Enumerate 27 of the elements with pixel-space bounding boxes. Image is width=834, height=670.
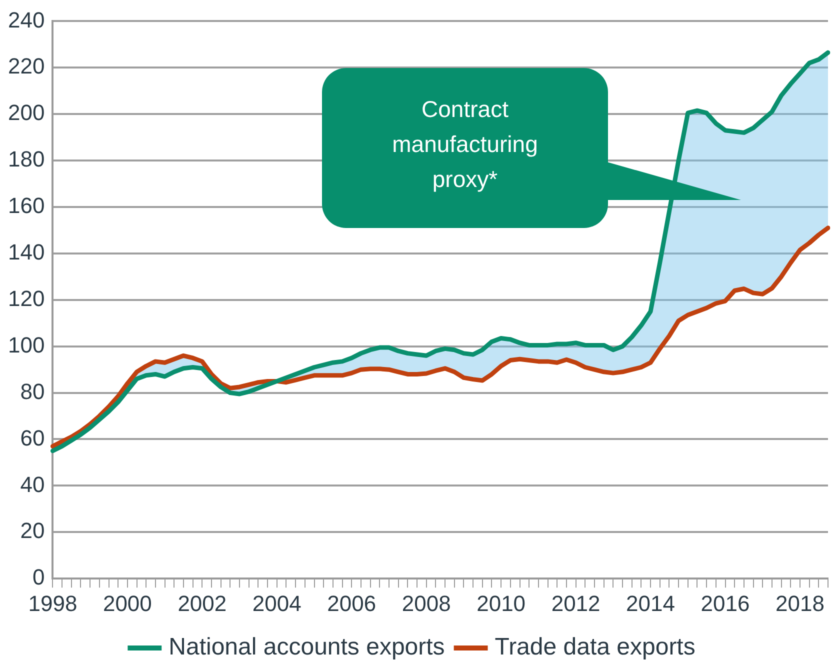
y-tick-label: 20: [20, 518, 45, 544]
x-tick-label: 2018: [776, 590, 824, 616]
x-tick-label: 2002: [178, 590, 227, 616]
y-tick-label: 160: [8, 193, 45, 218]
x-tick-label: 2012: [551, 590, 600, 616]
annotation: Contract manufacturing proxy*: [322, 68, 608, 228]
y-tick-label: 240: [8, 7, 45, 32]
y-tick-label: 220: [8, 54, 45, 79]
y-tick-label: 80: [20, 378, 45, 404]
x-tick-label: 2014: [626, 590, 675, 616]
x-tick-label: 2006: [327, 590, 376, 616]
x-tick-label: 2016: [700, 590, 750, 616]
y-tick-label: 0: [32, 564, 45, 590]
legend-label: National accounts exports: [168, 634, 445, 661]
y-tick-label: 100: [8, 332, 45, 358]
x-tick-label: 2008: [402, 590, 451, 616]
y-tick-label: 180: [8, 146, 45, 172]
x-tick-label: 1998: [28, 590, 78, 616]
x-tick-label: 2000: [102, 590, 152, 616]
y-tick-label: 60: [20, 425, 45, 450]
y-tick-label: 120: [8, 286, 45, 311]
legend-label: Trade data exports: [494, 634, 696, 661]
y-tick-label: 200: [8, 100, 45, 126]
y-tick-label: 140: [8, 240, 45, 265]
y-tick-label: 40: [20, 472, 45, 497]
x-tick-label: 2004: [252, 590, 302, 616]
x-tick-label: 2010: [476, 590, 526, 616]
